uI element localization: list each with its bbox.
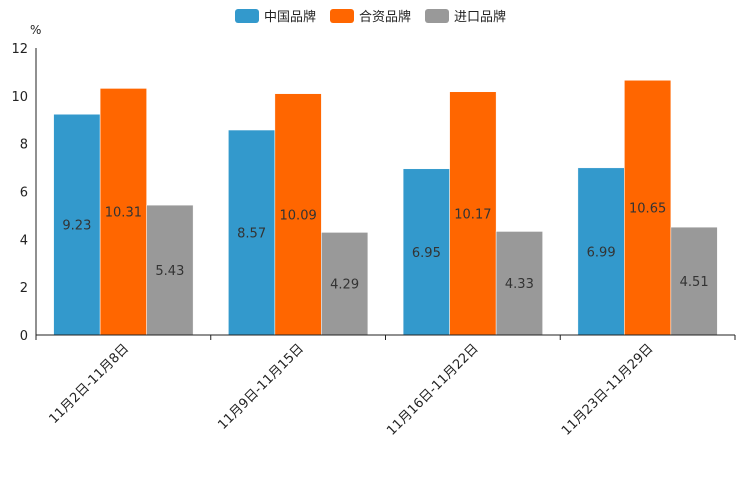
x-category-label: 11月9日-11月15日 [215, 341, 307, 433]
data-label: 5.43 [155, 264, 184, 279]
y-axis-ticks: 0 2 4 6 8 10 12 [11, 42, 28, 344]
legend-swatch [235, 9, 259, 23]
legend-swatch [330, 9, 354, 23]
data-label: 10.31 [105, 206, 142, 221]
data-label: 6.95 [412, 246, 441, 261]
data-label: 10.17 [454, 207, 491, 222]
bar [321, 232, 369, 336]
bar [577, 167, 625, 336]
legend-swatch [425, 9, 449, 23]
bar [53, 113, 101, 336]
y-tick-label: 8 [20, 138, 28, 153]
legend-label: 中国品牌 [264, 9, 316, 25]
x-category-label: 11月16日-11月22日 [384, 341, 481, 438]
value-labels: 9.23 10.31 5.43 8.57 10.09 4.29 6.95 10.17 4.33 6… [62, 202, 708, 293]
data-label: 8.57 [237, 227, 266, 242]
y-axis-unit-label: % [30, 23, 41, 37]
y-tick-label: 2 [20, 281, 28, 296]
bar [146, 204, 194, 336]
bar [274, 93, 322, 336]
bar [624, 80, 672, 336]
x-category-label: 11月2日-11月8日 [46, 341, 132, 427]
bar [670, 226, 718, 336]
data-label: 4.33 [505, 277, 534, 292]
bar [99, 88, 147, 336]
data-label: 4.29 [330, 278, 359, 293]
legend: 中国品牌 合资品牌 进口品牌 [235, 9, 506, 25]
data-label: 10.65 [629, 202, 666, 217]
y-tick-label: 6 [20, 186, 28, 201]
y-tick-label: 4 [20, 233, 28, 248]
y-tick-label: 10 [11, 90, 28, 105]
bars [53, 80, 718, 336]
data-label: 4.51 [680, 275, 709, 290]
x-category-label: 11月23日-11月29日 [559, 341, 656, 438]
legend-label: 进口品牌 [454, 9, 506, 25]
data-label: 6.99 [587, 245, 616, 260]
y-tick-label: 12 [11, 42, 28, 57]
bar [228, 129, 276, 336]
legend-label: 合资品牌 [359, 9, 411, 25]
data-label: 9.23 [62, 219, 91, 234]
bar [402, 168, 450, 336]
data-label: 10.09 [280, 208, 317, 223]
y-tick-label: 0 [20, 329, 28, 344]
bar [449, 91, 497, 336]
